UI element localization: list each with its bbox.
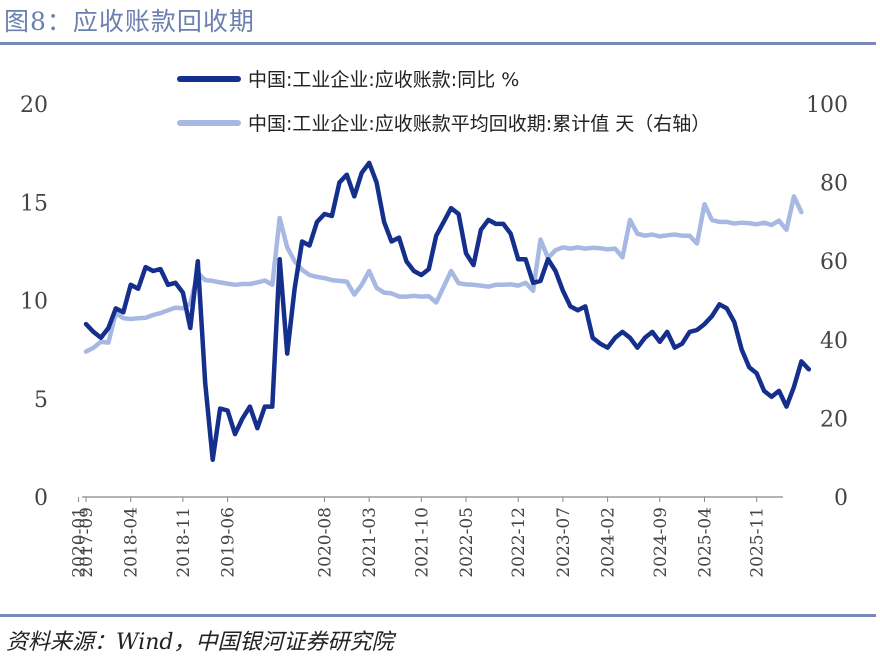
chart-axes: 0 5 10 15 20 0 20 40 60 80 100 2017-09 2018-04 2018-1…: [20, 93, 848, 578]
x-axis-tick-label: 2021-10: [412, 507, 432, 578]
legend-label-period: 中国:工业企业:应收账款平均回收期:累计值 天（右轴）: [248, 113, 710, 135]
left-axis-tick: 15: [20, 191, 48, 216]
x-axis-tick-label: 2019-06: [219, 507, 239, 578]
series-layer: [83, 160, 812, 462]
right-axis-tick: 60: [820, 250, 848, 275]
right-axis-tick: 20: [820, 407, 848, 432]
x-axis-tick-label: 2020-01: [70, 507, 90, 578]
series-line-receivables-yoy: [83, 160, 812, 462]
line-chart: 0 5 10 15 20 0 20 40 60 80 100 2017-09 2018-04 2018-1…: [20, 69, 848, 578]
x-axis-tick-label: 2018-04: [122, 507, 142, 578]
left-axis-tick: 10: [20, 290, 48, 315]
legend-label-yoy: 中国:工业企业:应收账款:同比 %: [248, 69, 519, 91]
x-axis-tick-label: 2017-09: [77, 507, 97, 578]
left-axis-tick: 20: [20, 93, 48, 118]
right-axis-tick: 100: [806, 93, 848, 118]
chart-legend: 中国:工业企业:应收账款:同比 % 中国:工业企业:应收账款平均回收期:累计值 …: [177, 69, 710, 135]
right-axis-tick: 40: [820, 329, 848, 354]
left-axis-tick: 0: [34, 486, 48, 511]
right-axis-tick: 0: [834, 486, 848, 511]
x-axis-tick-label: 2021-03: [360, 507, 380, 578]
x-axis-tick-label: 2025-04: [695, 507, 715, 578]
source-note: 资料来源：Wind，中国银河证券研究院: [6, 630, 394, 655]
x-axis-tick-label: 2020-08: [315, 507, 335, 578]
series-line-collection-period: [83, 194, 804, 354]
x-axis-tick-label: 2024-02: [599, 507, 619, 578]
x-axis-tick-label: 2018-11: [174, 507, 194, 578]
x-axis-tick-label: 2023-07: [554, 507, 574, 578]
x-axis-tick-label: 2025-11: [748, 507, 768, 578]
footer-divider: [0, 614, 876, 617]
x-axis-tick-label: 2022-05: [457, 507, 477, 578]
right-axis-tick: 80: [820, 172, 848, 197]
chart-title: 图8：应收账款回收期: [4, 7, 255, 36]
left-axis-tick: 5: [34, 388, 48, 413]
title-divider: [0, 42, 876, 45]
x-axis-tick-label: 2024-09: [651, 507, 671, 578]
x-axis-tick-label: 2022-12: [509, 507, 529, 578]
